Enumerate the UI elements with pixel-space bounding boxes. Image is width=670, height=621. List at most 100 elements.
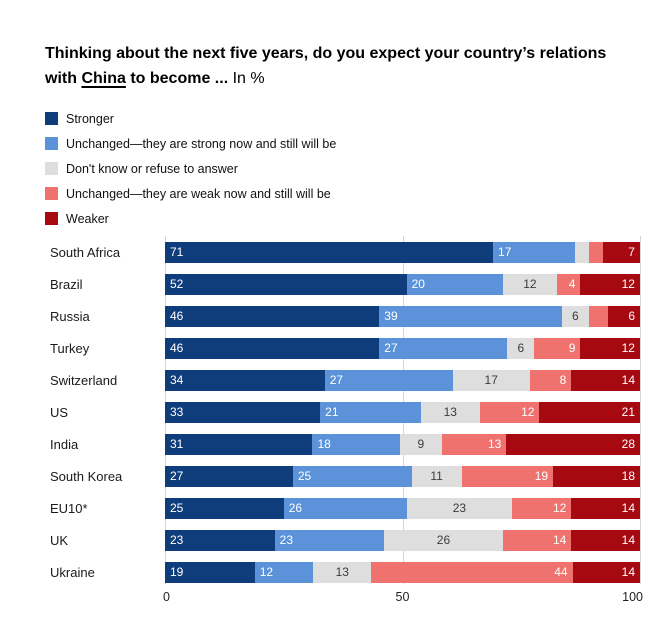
bar-value-label: 25 bbox=[170, 501, 184, 516]
bar-row-ukraine: Ukraine 19 12 13 44 14 bbox=[45, 561, 642, 583]
legend-label: Weaker bbox=[66, 211, 109, 226]
bar-row-south-africa: South Africa 71 17 7 bbox=[45, 241, 642, 263]
bar-segment-stronger: 46 bbox=[165, 337, 380, 359]
bar-segment-unchanged-weak: 4 bbox=[557, 273, 581, 295]
bar-value-label: 12 bbox=[259, 565, 274, 580]
bar-segment-dont-know: 17 bbox=[452, 369, 530, 391]
bar-value-label: 19 bbox=[534, 469, 549, 484]
bar-segment-unchanged-weak: 13 bbox=[441, 433, 507, 455]
country-label: EU10* bbox=[50, 500, 88, 516]
bar-segment-weaker: 14 bbox=[571, 497, 640, 519]
bar-track: 33 21 13 12 21 bbox=[165, 401, 640, 423]
bar-segment-unchanged-weak: 8 bbox=[529, 369, 572, 391]
bar-segment-unchanged-weak: 14 bbox=[502, 529, 572, 551]
bar-value-label: 13 bbox=[487, 437, 502, 452]
legend-swatch bbox=[45, 212, 58, 226]
bar-segment-unchanged-strong: 18 bbox=[312, 433, 401, 455]
bar-segment-unchanged-weak: 9 bbox=[534, 337, 581, 359]
x-tick-100: 100 bbox=[622, 589, 643, 604]
legend-label: Don't know or refuse to answer bbox=[66, 161, 238, 176]
bar-segment-unchanged-weak: 12 bbox=[479, 401, 540, 423]
bar-segment-dont-know: 6 bbox=[561, 305, 590, 327]
bar-segment-dont-know bbox=[575, 241, 590, 263]
plot-area: South Africa 71 17 7 Brazil 52 20 12 4 12 Russia 46… bbox=[45, 235, 643, 610]
bar-segment-stronger: 23 bbox=[165, 529, 275, 551]
bar-segment-weaker: 14 bbox=[571, 369, 640, 391]
chart-title: Thinking about the next five years, do y… bbox=[45, 42, 623, 92]
bar-segment-dont-know: 6 bbox=[507, 337, 535, 359]
bar-rows: South Africa 71 17 7 Brazil 52 20 12 4 12 Russia 46… bbox=[45, 241, 642, 583]
bar-value-label: 25 bbox=[297, 469, 312, 484]
bar-segment-unchanged-weak: 12 bbox=[511, 497, 572, 519]
legend-item: Stronger bbox=[45, 110, 642, 128]
country-label: Turkey bbox=[50, 340, 90, 356]
bar-segment-stronger: 46 bbox=[165, 305, 380, 327]
bar-value-label: 14 bbox=[621, 533, 636, 548]
bar-value-label: 14 bbox=[621, 501, 635, 516]
legend-swatch bbox=[45, 137, 58, 151]
bar-segment-unchanged-strong: 12 bbox=[254, 561, 314, 583]
bar-segment-unchanged-weak: 44 bbox=[371, 561, 573, 583]
bar-segment-stronger: 71 bbox=[165, 241, 494, 263]
bar-segment-unchanged-strong: 20 bbox=[406, 273, 503, 295]
bar-segment-weaker: 21 bbox=[539, 401, 640, 423]
bar-segment-weaker: 12 bbox=[580, 337, 640, 359]
country-label: India bbox=[50, 436, 79, 452]
bar-track: 34 27 17 8 14 bbox=[165, 369, 640, 391]
bar-segment-dont-know: 11 bbox=[411, 465, 462, 487]
bar-value-label: 26 bbox=[288, 501, 303, 516]
bar-segment-weaker: 28 bbox=[506, 433, 640, 455]
bar-value-label: 13 bbox=[443, 405, 457, 420]
bar-value-label: 4 bbox=[568, 277, 576, 292]
country-label: Brazil bbox=[50, 276, 83, 292]
bar-segment-stronger: 33 bbox=[165, 401, 321, 423]
bar-track: 25 26 23 12 14 bbox=[165, 497, 640, 519]
bar-value-label: 12 bbox=[521, 405, 535, 420]
bar-value-label: 21 bbox=[621, 405, 635, 420]
bar-segment-unchanged-strong: 27 bbox=[379, 337, 508, 359]
legend-swatch bbox=[45, 187, 58, 201]
bar-value-label: 17 bbox=[484, 373, 498, 388]
bar-segment-stronger: 25 bbox=[165, 497, 284, 519]
bar-value-label: 34 bbox=[170, 373, 184, 388]
bar-value-label: 28 bbox=[621, 437, 635, 452]
bar-value-label: 46 bbox=[170, 309, 184, 324]
bar-value-label: 46 bbox=[170, 341, 184, 356]
bar-row-switzerland: Switzerland 34 27 17 8 14 bbox=[45, 369, 642, 391]
bar-segment-unchanged-strong: 39 bbox=[379, 305, 562, 327]
bar-value-label: 21 bbox=[325, 405, 339, 420]
bar-value-label: 12 bbox=[552, 501, 567, 516]
bar-value-label: 11 bbox=[430, 469, 443, 484]
bar-segment-unchanged-weak bbox=[589, 305, 608, 327]
bar-value-label: 13 bbox=[335, 565, 349, 580]
bar-track: 27 25 11 19 18 bbox=[165, 465, 640, 487]
bar-segment-dont-know: 9 bbox=[400, 433, 442, 455]
bar-segment-weaker: 6 bbox=[607, 305, 640, 327]
bar-value-label: 27 bbox=[384, 341, 398, 356]
bar-segment-stronger: 27 bbox=[165, 465, 293, 487]
bar-row-uk: UK 23 23 26 14 14 bbox=[45, 529, 642, 551]
bar-value-label: 17 bbox=[498, 245, 512, 260]
bar-track: 46 27 6 9 12 bbox=[165, 337, 640, 359]
bar-segment-unchanged-strong: 21 bbox=[320, 401, 421, 423]
bar-track: 31 18 9 13 28 bbox=[165, 433, 640, 455]
legend-item: Don't know or refuse to answer bbox=[45, 160, 642, 178]
country-label: South Africa bbox=[50, 244, 121, 260]
legend-label: Stronger bbox=[66, 111, 114, 126]
bar-track: 23 23 26 14 14 bbox=[165, 529, 641, 551]
bar-row-russia: Russia 46 39 6 6 bbox=[45, 305, 642, 327]
bar-segment-unchanged-strong: 26 bbox=[283, 497, 408, 519]
bar-segment-dont-know: 13 bbox=[420, 401, 480, 423]
legend-item: Weaker bbox=[45, 210, 642, 228]
legend-label: Unchanged—they are strong now and still … bbox=[66, 136, 337, 151]
bar-segment-unchanged-strong: 25 bbox=[292, 465, 412, 487]
bar-value-label: 18 bbox=[317, 437, 331, 452]
bar-segment-dont-know: 23 bbox=[407, 497, 512, 519]
bar-value-label: 23 bbox=[170, 533, 184, 548]
bar-value-label: 14 bbox=[621, 373, 635, 388]
bar-segment-weaker: 7 bbox=[603, 241, 640, 263]
bar-row-turkey: Turkey 46 27 6 9 12 bbox=[45, 337, 642, 359]
bar-value-label: 12 bbox=[523, 277, 537, 292]
bar-value-label: 27 bbox=[329, 373, 344, 388]
